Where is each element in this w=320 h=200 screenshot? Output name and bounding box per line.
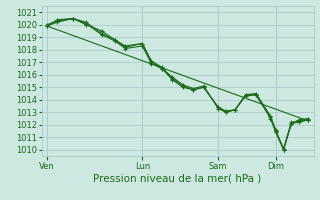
X-axis label: Pression niveau de la mer( hPa ): Pression niveau de la mer( hPa ): [93, 173, 262, 183]
